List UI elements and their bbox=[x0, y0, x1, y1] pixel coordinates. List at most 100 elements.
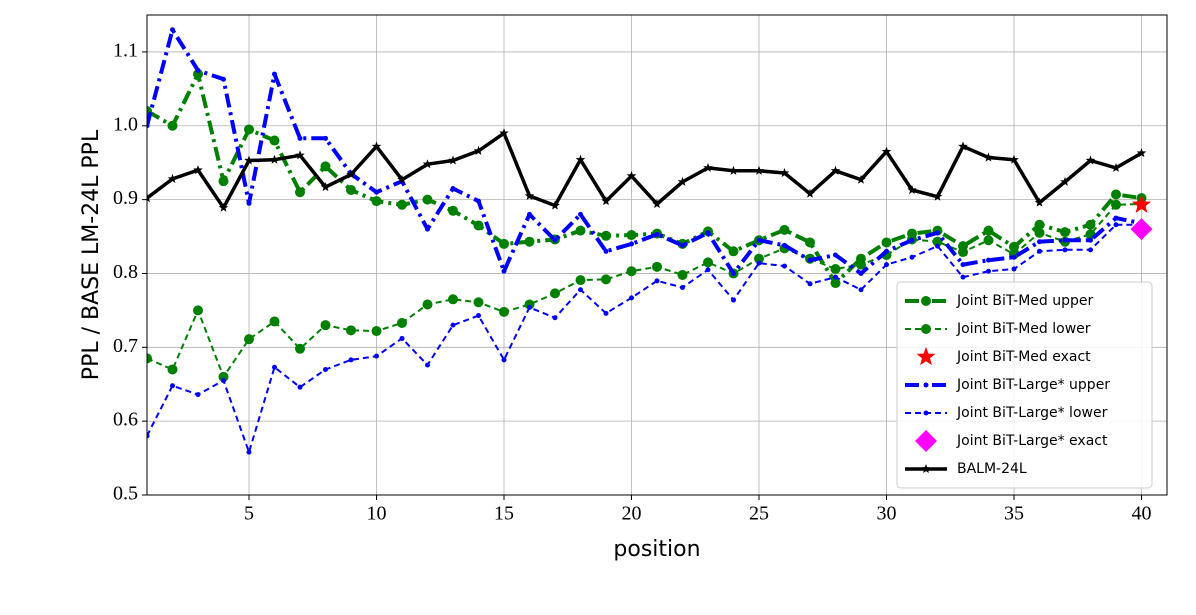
legend-marker bbox=[923, 382, 929, 388]
y-tick-label: 0.6 bbox=[113, 409, 138, 431]
marker bbox=[425, 362, 430, 368]
y-tick-label: 0.5 bbox=[113, 483, 138, 505]
marker bbox=[807, 257, 813, 263]
marker bbox=[422, 194, 433, 205]
marker bbox=[731, 270, 736, 276]
marker bbox=[601, 274, 611, 285]
marker bbox=[473, 297, 484, 308]
marker bbox=[167, 120, 178, 131]
marker bbox=[552, 237, 558, 243]
marker bbox=[705, 230, 711, 236]
marker bbox=[422, 299, 433, 310]
legend: Joint BiT-Med upper Joint BiT-Med lower Jo… bbox=[896, 281, 1153, 489]
legend-marker bbox=[921, 464, 931, 473]
marker bbox=[450, 322, 456, 328]
marker bbox=[320, 161, 331, 172]
marker bbox=[193, 165, 203, 175]
marker bbox=[550, 288, 560, 299]
marker bbox=[246, 449, 252, 455]
marker bbox=[1034, 219, 1045, 230]
marker bbox=[986, 268, 991, 274]
marker bbox=[170, 27, 175, 33]
marker bbox=[346, 169, 356, 179]
marker bbox=[320, 182, 331, 192]
marker bbox=[473, 145, 484, 155]
marker bbox=[399, 335, 405, 341]
marker bbox=[527, 304, 532, 310]
y-tick-label: 1.0 bbox=[113, 113, 138, 135]
marker bbox=[147, 433, 150, 439]
marker bbox=[601, 196, 611, 206]
marker bbox=[524, 190, 535, 200]
marker bbox=[1060, 176, 1070, 186]
marker bbox=[754, 165, 764, 175]
x-tick-label: 25 bbox=[749, 503, 769, 525]
marker bbox=[218, 176, 229, 187]
marker bbox=[1009, 241, 1019, 252]
marker bbox=[348, 357, 354, 363]
marker bbox=[1060, 227, 1070, 238]
y-tick-label: 0.7 bbox=[113, 335, 138, 357]
marker bbox=[476, 198, 481, 204]
marker bbox=[295, 150, 305, 160]
marker bbox=[501, 357, 507, 363]
marker bbox=[1111, 162, 1121, 172]
marker bbox=[147, 193, 152, 203]
marker bbox=[147, 123, 150, 129]
marker bbox=[374, 189, 379, 195]
y-tick-label: 1.1 bbox=[113, 40, 138, 62]
marker bbox=[779, 224, 790, 235]
marker bbox=[626, 230, 637, 241]
x-tick-label: 10 bbox=[367, 503, 387, 525]
marker bbox=[448, 155, 458, 165]
marker bbox=[269, 316, 280, 327]
series-line bbox=[147, 27, 1142, 276]
marker bbox=[1085, 219, 1096, 230]
marker bbox=[244, 124, 254, 135]
marker bbox=[272, 71, 277, 77]
marker bbox=[782, 263, 787, 269]
marker bbox=[626, 266, 637, 277]
marker bbox=[550, 200, 560, 210]
legend-marker bbox=[921, 324, 931, 334]
marker bbox=[779, 168, 790, 178]
marker bbox=[1130, 218, 1153, 241]
marker bbox=[425, 226, 430, 232]
marker bbox=[1034, 227, 1045, 238]
y-tick-label: 0.8 bbox=[113, 261, 138, 283]
marker bbox=[1062, 247, 1068, 253]
x-tick-label: 30 bbox=[877, 503, 897, 525]
marker bbox=[833, 252, 838, 258]
x-tick-label: 35 bbox=[1004, 503, 1024, 525]
marker bbox=[575, 275, 586, 286]
plot bbox=[147, 27, 1147, 455]
marker bbox=[731, 297, 736, 303]
legend-marker bbox=[923, 410, 929, 416]
marker bbox=[935, 243, 940, 249]
y-axis-label: PPL / BASE LM-24L PPL bbox=[79, 129, 104, 380]
marker bbox=[221, 378, 226, 384]
marker bbox=[297, 135, 303, 141]
marker bbox=[1088, 247, 1093, 253]
marker bbox=[371, 326, 382, 337]
marker bbox=[1011, 254, 1017, 260]
marker bbox=[932, 236, 943, 247]
marker bbox=[782, 242, 787, 248]
marker bbox=[680, 242, 685, 248]
legend-label: Joint BiT-Large* exact bbox=[956, 433, 1108, 449]
series-line bbox=[147, 131, 1143, 210]
marker bbox=[932, 191, 943, 201]
marker bbox=[297, 384, 303, 390]
marker bbox=[374, 353, 379, 359]
legend-label: Joint BiT-Med lower bbox=[956, 321, 1091, 337]
series-line bbox=[147, 72, 1142, 286]
marker bbox=[626, 171, 637, 180]
x-tick-label: 40 bbox=[1132, 503, 1152, 525]
marker bbox=[450, 186, 456, 192]
marker bbox=[527, 211, 532, 217]
marker bbox=[603, 248, 609, 254]
marker bbox=[756, 260, 762, 266]
marker bbox=[680, 284, 685, 290]
marker bbox=[858, 270, 864, 276]
